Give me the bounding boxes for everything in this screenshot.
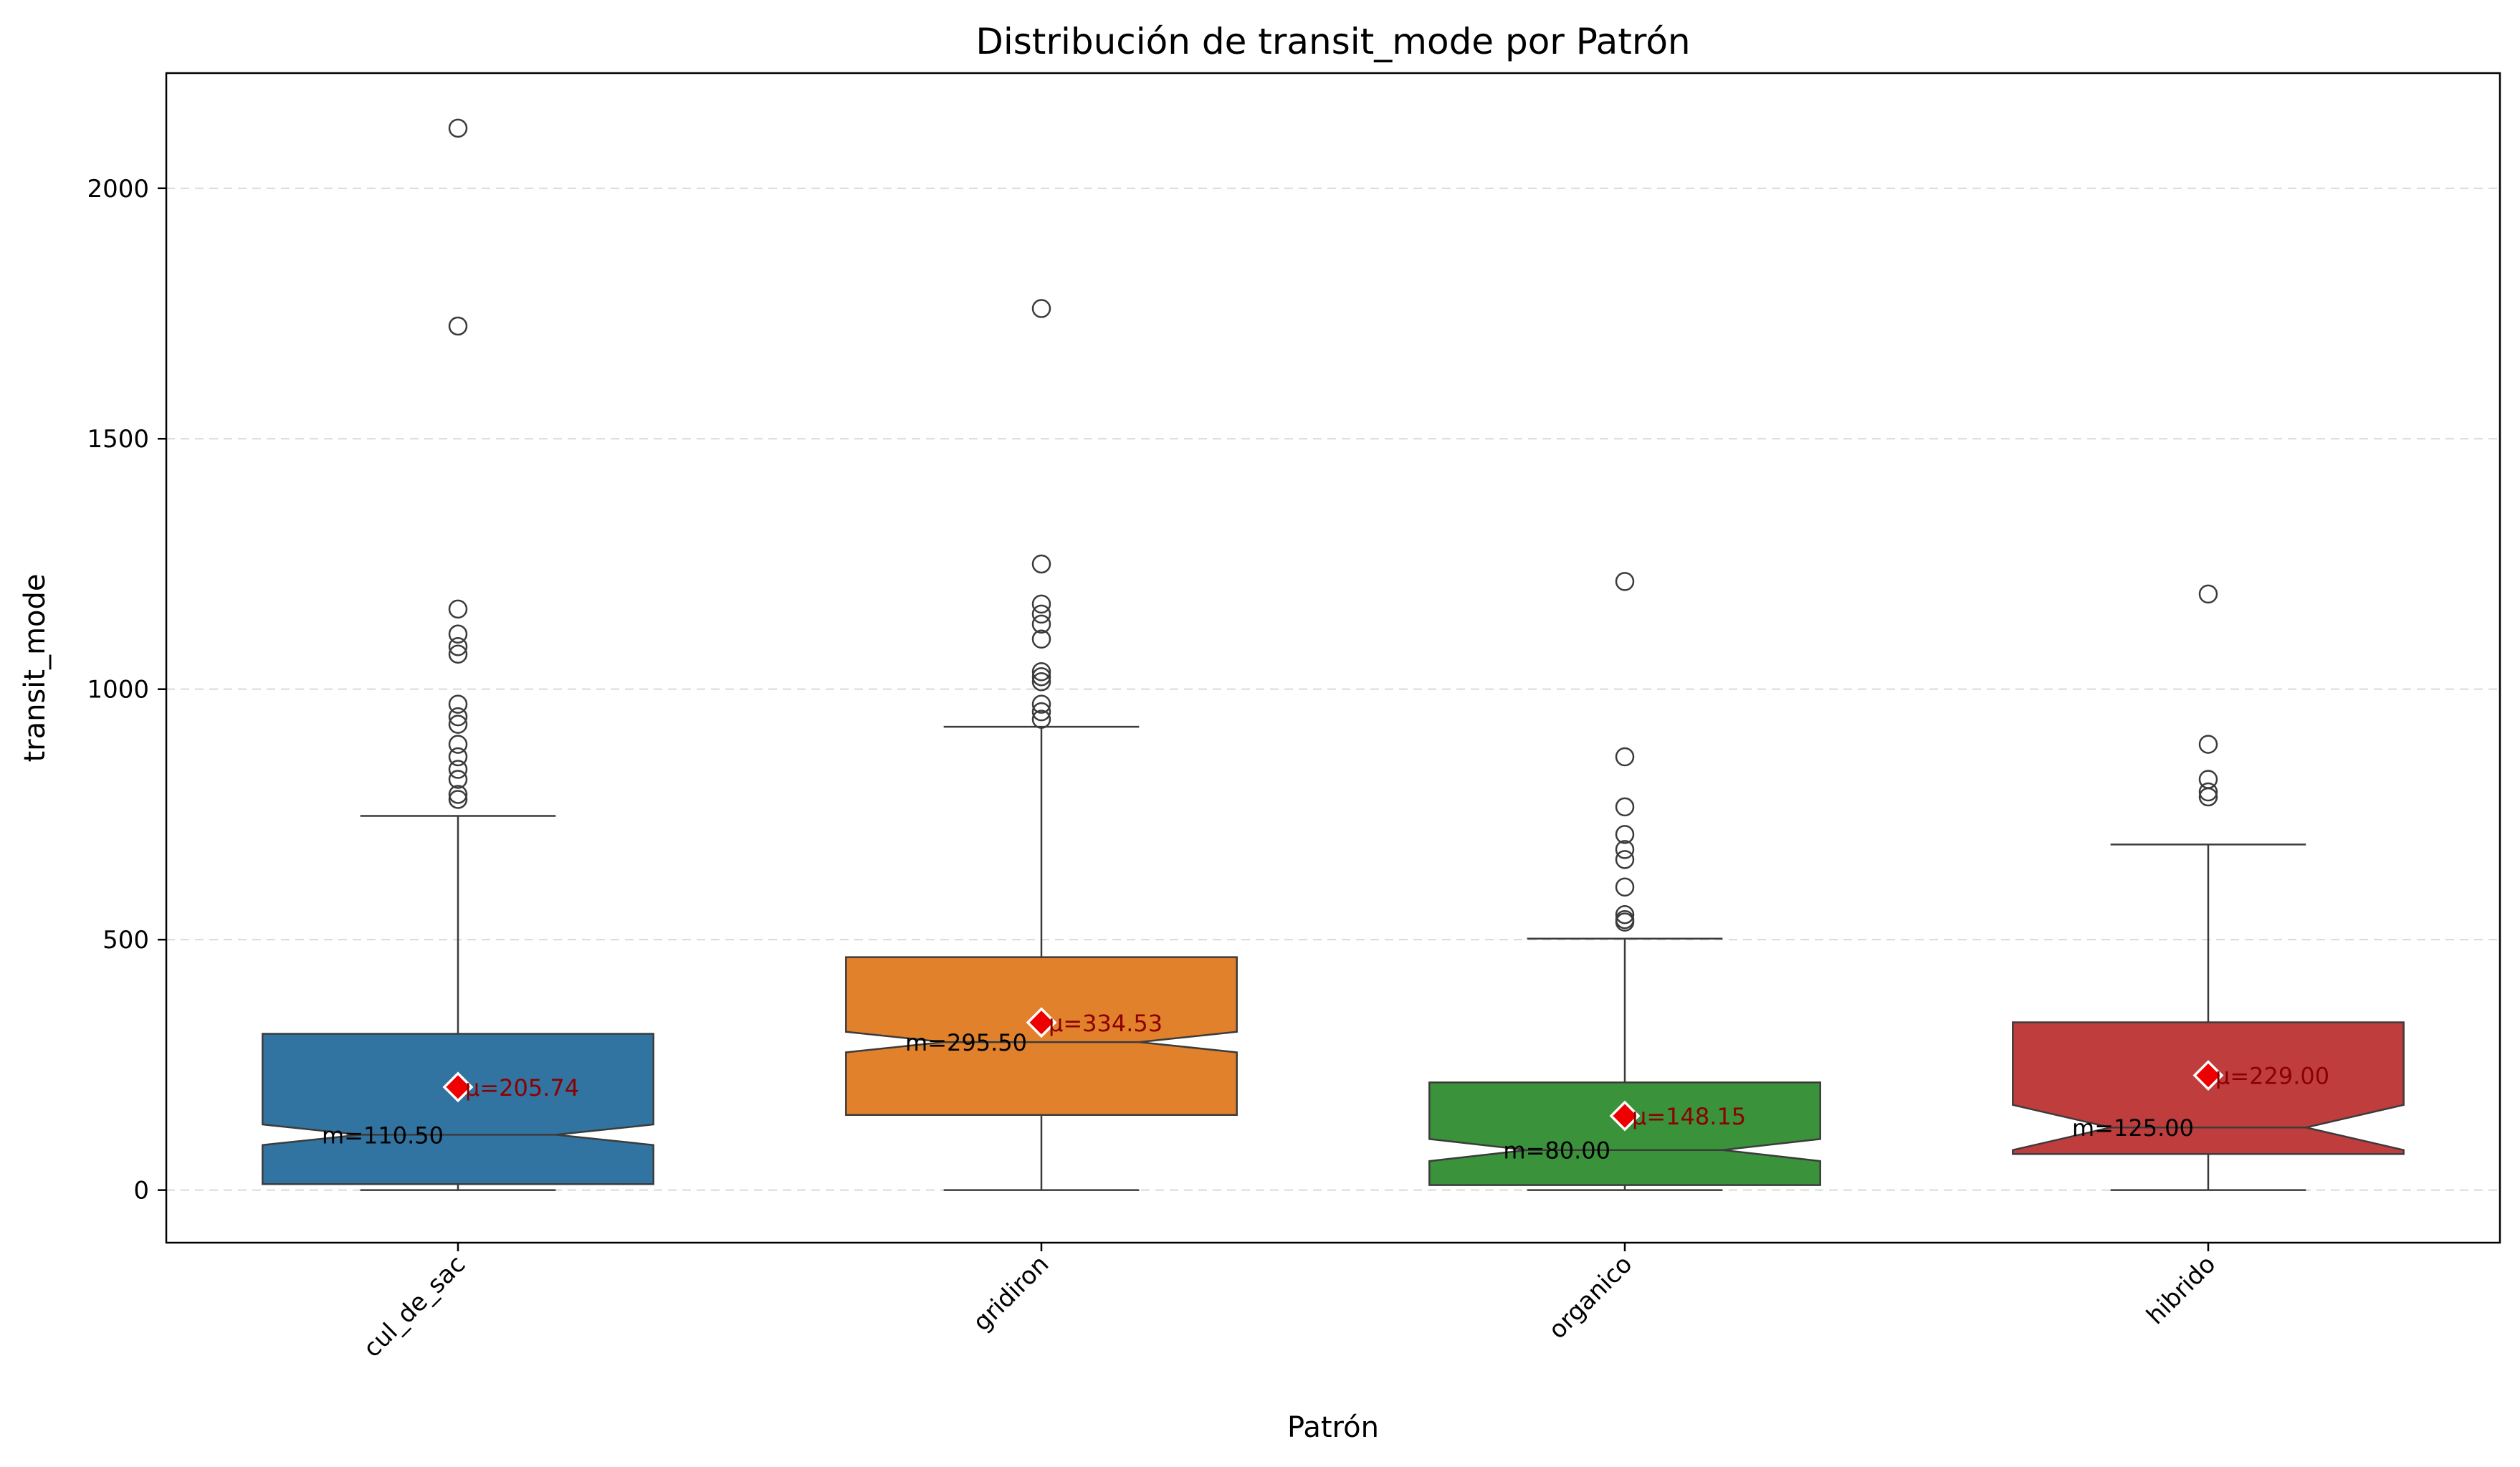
outlier-point: [448, 707, 468, 727]
outlier-point: [1615, 840, 1635, 859]
outlier-point: [1615, 912, 1635, 932]
outlier-point: [448, 760, 468, 779]
x-axis-title: Patrón: [1287, 1411, 1379, 1444]
outlier-point: [1031, 694, 1051, 714]
outlier-point: [1615, 747, 1635, 767]
median-label: m=80.00: [1503, 1137, 1610, 1165]
outlier-point: [1031, 629, 1051, 649]
outlier-point: [448, 624, 468, 644]
box-group-hibrido: [2012, 584, 2405, 1191]
mean-marker: [1026, 1007, 1057, 1038]
outlier-point: [448, 770, 468, 789]
outlier-point: [2198, 787, 2218, 807]
median-label: m=110.50: [322, 1122, 444, 1149]
outlier-point: [1615, 825, 1635, 844]
outlier-point: [2198, 584, 2218, 604]
outlier-point: [1615, 572, 1635, 591]
outlier-point: [1615, 877, 1635, 897]
outlier-point: [1031, 661, 1051, 682]
outlier-point: [1615, 850, 1635, 869]
outlier-point: [1031, 666, 1051, 687]
outlier-point: [1031, 672, 1051, 692]
outlier-point: [448, 785, 468, 804]
outlier-point: [1031, 709, 1051, 729]
outlier-point: [448, 118, 468, 138]
box-body: [1428, 1081, 1821, 1186]
y-tick-label: 1000: [87, 676, 149, 704]
median-label: m=295.50: [905, 1029, 1027, 1056]
mean-marker: [2192, 1060, 2224, 1091]
plot-frame: [165, 72, 2501, 1244]
outlier-point: [1031, 554, 1051, 574]
outlier-point: [1615, 904, 1635, 924]
mean-label: μ=334.53: [1049, 1010, 1163, 1037]
chart-title: Distribución de transit_mode por Patrón: [975, 21, 1690, 62]
y-axis-title: transit_mode: [19, 573, 52, 762]
mean-marker: [442, 1071, 474, 1103]
outlier-point: [448, 790, 468, 809]
outlier-point: [448, 637, 468, 656]
outlier-point: [448, 644, 468, 664]
box-group-gridiron: [845, 299, 1238, 1191]
y-tick-label: 500: [102, 926, 149, 955]
outlier-point: [1031, 614, 1051, 634]
box-body: [262, 1033, 654, 1185]
outlier-point: [1031, 299, 1051, 318]
y-tick-label: 0: [133, 1177, 149, 1205]
outlier-point: [448, 747, 468, 767]
outlier-point: [1031, 604, 1051, 624]
outlier-point: [2198, 782, 2218, 802]
median-label: m=125.00: [2072, 1114, 2194, 1142]
mean-label: μ=148.15: [1632, 1103, 1746, 1130]
y-tick-label: 2000: [87, 175, 149, 204]
outlier-point: [1615, 797, 1635, 817]
outlier-point: [2198, 735, 2218, 754]
outlier-point: [448, 599, 468, 619]
box-group-organico: [1428, 572, 1821, 1191]
y-tick-label: 1500: [87, 425, 149, 454]
outlier-point: [1031, 594, 1051, 614]
outlier-point: [448, 715, 468, 734]
outlier-point: [448, 694, 468, 714]
label-layer: m=110.50 μ=205.74 m=295.50 μ=334.53 m=80.00 μ…: [322, 1010, 2329, 1165]
outlier-point: [448, 316, 468, 336]
outlier-point: [448, 735, 468, 754]
box-group-cul_de_sac: [262, 118, 654, 1191]
mean-label: μ=229.00: [2215, 1063, 2329, 1090]
box-layer: [262, 118, 2405, 1191]
outlier-point: [1031, 702, 1051, 722]
mean-marker: [1609, 1100, 1641, 1132]
mean-label: μ=205.74: [465, 1074, 579, 1102]
